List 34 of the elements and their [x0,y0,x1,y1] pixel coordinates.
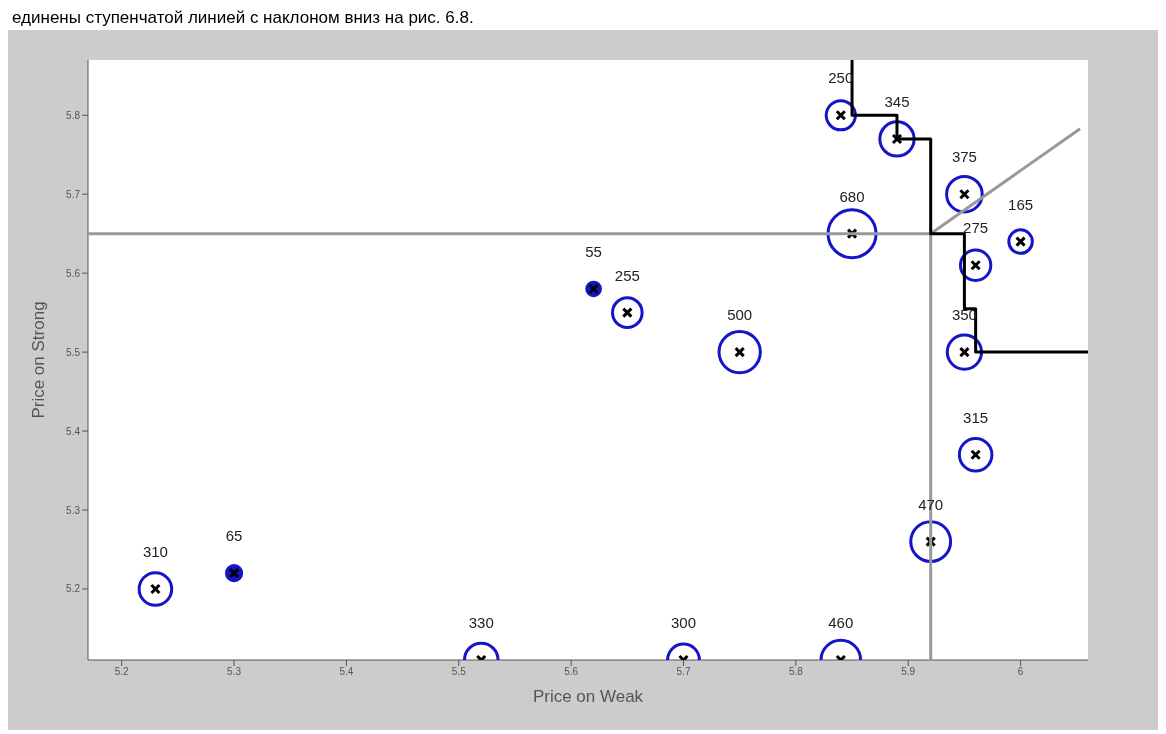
annotation: 680 [839,187,865,205]
annotation: 55 [585,242,602,260]
y-tick-label: 5.8 [66,109,81,121]
x-axis-title: Price on Weak [532,687,644,706]
x-tick-label: 5.3 [227,666,242,678]
y-tick-label: 5.2 [66,583,81,595]
y-tick-label: 5.3 [66,504,81,516]
annotation: 165 [1008,195,1034,213]
annotation: 460 [828,614,854,631]
annotation: 345 [884,92,910,110]
x-tick-label: 5.2 [114,666,130,678]
x-tick-label: 5.5 [451,666,467,678]
annotation: 470 [918,495,944,513]
x-tick-label: 5.9 [901,666,916,678]
x-tick-label: 5.7 [676,666,691,678]
y-tick-label: 5.4 [66,425,81,437]
y-tick-label: 5.5 [66,346,81,358]
x-tick-label: 5.8 [788,666,804,678]
y-tick-label: 5.7 [66,188,81,200]
text: единены ступенчатой линией с наклоном вниз на рис. 6.8. [8,8,1158,30]
x-tick-label: 5.6 [564,666,579,678]
x-tick-label: 5.4 [339,666,354,678]
y-tick-label: 5.6 [66,267,81,279]
annotation: 315 [963,408,989,426]
x-tick-label: 6 [1017,666,1024,678]
annotation: 300 [670,614,697,631]
annotation: 275 [963,219,989,237]
annotation: 65 [225,527,243,545]
y-axis-title: Price on Strong [29,301,49,419]
annotation: 375 [951,148,977,166]
annotation: 330 [468,614,494,631]
annotation: 500 [727,306,753,324]
annotation: 310 [142,542,168,560]
annotation: 255 [614,266,640,284]
